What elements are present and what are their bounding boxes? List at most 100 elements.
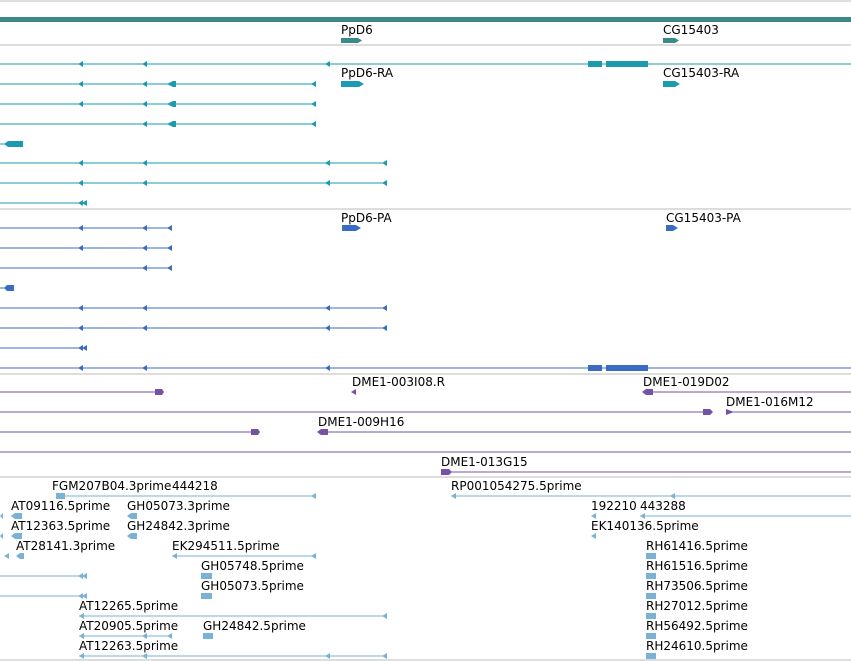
est-end <box>79 653 84 659</box>
est-label[interactable]: EK294511.5prime <box>172 539 280 553</box>
intron-arrow <box>78 200 83 206</box>
est-block[interactable] <box>646 613 656 619</box>
est-block[interactable] <box>646 593 656 599</box>
transcript-label[interactable]: CG15403-RA <box>663 66 740 80</box>
est-label[interactable]: GH05073.3prime <box>127 499 230 513</box>
est-label[interactable]: RP001054275.5prime <box>451 479 582 493</box>
clone-end[interactable] <box>351 389 356 395</box>
clone-end[interactable] <box>726 409 734 415</box>
est-label[interactable]: GH05748.5prime <box>201 559 304 573</box>
cds[interactable] <box>666 225 673 231</box>
est-block[interactable] <box>127 533 137 539</box>
clone-end[interactable] <box>642 389 653 395</box>
est-label[interactable]: GH24842.5prime <box>203 619 306 633</box>
intron-arrow <box>311 121 316 127</box>
est-label[interactable]: AT12265.5prime <box>79 599 178 613</box>
cds[interactable] <box>588 365 602 371</box>
est-block[interactable] <box>16 553 24 559</box>
est-track: FGM207B04.3prime 444218 RP001054275.5pri… <box>0 479 851 659</box>
est-end <box>591 533 596 539</box>
est-block[interactable] <box>56 493 65 499</box>
est-label[interactable]: GH05073.5prime <box>201 579 304 593</box>
exon[interactable] <box>606 61 648 67</box>
est-block[interactable] <box>11 513 22 519</box>
protein-label[interactable]: PpD6-PA <box>341 211 393 225</box>
intron-arrow <box>311 101 316 107</box>
est-label[interactable]: RH61416.5prime <box>646 539 748 553</box>
cds[interactable] <box>4 285 14 291</box>
est-block[interactable] <box>201 593 212 599</box>
est-label[interactable]: GH24842.3prime <box>127 519 230 533</box>
intron-arrow <box>382 180 387 186</box>
est-label[interactable]: RH73506.5prime <box>646 579 748 593</box>
est-block[interactable] <box>203 633 213 639</box>
est-block[interactable] <box>127 513 137 519</box>
est-block[interactable] <box>646 653 656 659</box>
intron-arrow <box>78 160 83 166</box>
exon[interactable] <box>341 81 359 87</box>
protein-track: PpD6-PA CG15403-PA <box>0 211 851 371</box>
protein-label[interactable]: CG15403-PA <box>666 211 742 225</box>
est-label[interactable]: 192210 <box>591 499 637 513</box>
clone-label[interactable]: DME1-009H16 <box>318 415 404 429</box>
est-label[interactable]: RH24610.5prime <box>646 639 748 653</box>
exon[interactable] <box>663 81 675 87</box>
intron-arrow <box>142 245 147 251</box>
clone-label[interactable]: DME1-016M12 <box>726 395 814 409</box>
intron-arrow <box>167 101 176 107</box>
gene-track: PpD6 CG15403 <box>341 23 719 43</box>
est-label[interactable]: AT20905.5prime <box>79 619 178 633</box>
intron-arrow <box>142 61 147 67</box>
est-block[interactable] <box>201 573 212 579</box>
est-block[interactable] <box>11 533 22 539</box>
est-label[interactable]: AT12363.5prime <box>11 519 110 533</box>
clone-label[interactable]: DME1-019D02 <box>643 375 730 389</box>
est-end <box>167 633 172 639</box>
intron-arrow <box>78 61 83 67</box>
est-label[interactable]: RH61516.5prime <box>646 559 748 573</box>
genomic-span-bar <box>0 17 851 22</box>
est-label[interactable]: AT12263.5prime <box>79 639 178 653</box>
clone-label[interactable]: DME1-013G15 <box>441 455 528 469</box>
exon[interactable] <box>588 61 602 67</box>
est-label[interactable]: 444218 <box>172 479 218 493</box>
intron-arrow <box>167 225 172 231</box>
clone-end[interactable] <box>251 429 260 435</box>
est-block[interactable] <box>646 553 656 559</box>
gene-feature[interactable] <box>341 38 358 43</box>
est-label[interactable]: RH56492.5prime <box>646 619 748 633</box>
intron-arrow <box>325 180 330 186</box>
cds[interactable] <box>342 225 356 231</box>
est-label[interactable]: AT28141.3prime <box>16 539 115 553</box>
clone-end[interactable] <box>155 389 164 395</box>
gene-label[interactable]: CG15403 <box>663 23 719 37</box>
clone-end[interactable] <box>441 469 452 475</box>
clone-label[interactable]: DME1-003I08.R <box>352 375 445 389</box>
intron-arrow <box>78 180 83 186</box>
est-end <box>82 593 87 599</box>
est-block[interactable] <box>646 573 656 579</box>
est-end <box>640 513 645 519</box>
est-label[interactable]: RH27012.5prime <box>646 599 748 613</box>
intron-arrow <box>82 200 87 206</box>
clone-end[interactable] <box>317 429 328 435</box>
est-end <box>382 613 387 619</box>
transcript-track: PpD6-RA CG15403-RA <box>0 61 851 206</box>
est-label[interactable]: EK140136.5prime <box>591 519 699 533</box>
intron-arrow <box>382 325 387 331</box>
transcript-label[interactable]: PpD6-RA <box>341 66 394 80</box>
intron-arrow <box>142 180 147 186</box>
clone-end[interactable] <box>703 409 713 415</box>
est-label[interactable]: 443288 <box>640 499 686 513</box>
intron-arrow <box>167 265 172 271</box>
exon[interactable] <box>4 141 23 147</box>
est-block[interactable] <box>646 633 656 639</box>
est-label[interactable]: AT09116.5prime <box>11 499 110 513</box>
intron-arrow <box>78 305 83 311</box>
cds[interactable] <box>606 365 648 371</box>
gene-feature[interactable] <box>663 38 675 43</box>
est-label[interactable]: FGM207B04.3prime <box>52 479 171 493</box>
est-end <box>172 553 177 559</box>
gene-label[interactable]: PpD6 <box>341 23 373 37</box>
